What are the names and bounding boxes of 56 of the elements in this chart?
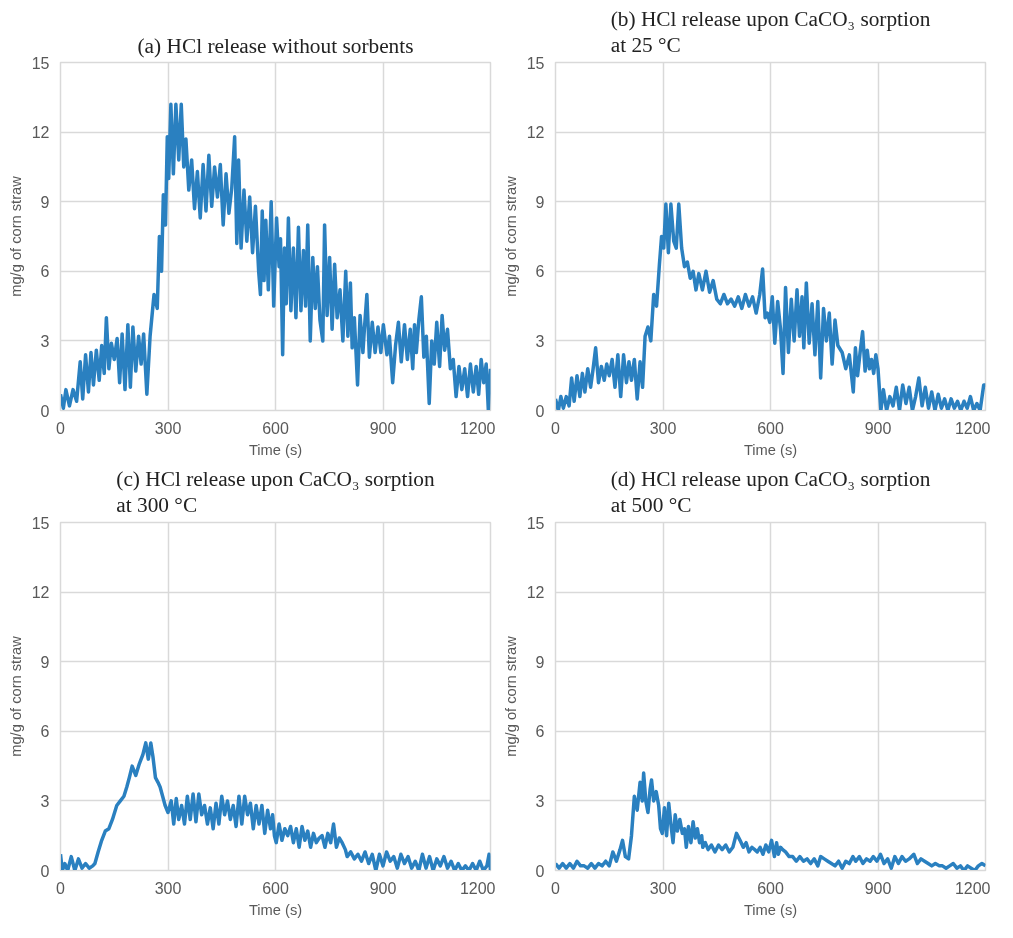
x-axis-title: Time (s) xyxy=(743,441,798,458)
x-tick-label: 900 xyxy=(369,879,397,897)
y-tick-label: 15 xyxy=(31,54,50,72)
y-tick-label: 3 xyxy=(535,792,545,810)
y-tick-label: 6 xyxy=(535,723,545,741)
x-tick-label: 300 xyxy=(649,879,677,897)
y-tick-label: 12 xyxy=(31,124,50,142)
chart-title: (a) HCl release without sorbents xyxy=(137,33,414,58)
y-tick-label: 15 xyxy=(526,54,545,72)
y-axis-title: mg/g of corn straw xyxy=(7,635,24,757)
y-tick-label: 9 xyxy=(535,193,545,211)
y-tick-label: 15 xyxy=(526,514,545,532)
x-tick-label: 900 xyxy=(864,419,892,437)
x-tick-label: 300 xyxy=(649,419,677,437)
y-tick-label: 6 xyxy=(40,263,50,281)
y-tick-label: 0 xyxy=(40,862,50,880)
y-tick-label: 12 xyxy=(31,584,50,602)
x-axis-title: Time (s) xyxy=(743,901,798,918)
chart-title: (b) HCl release upon CaCO₃ sorption at 25 °C xyxy=(610,7,931,58)
y-tick-label: 3 xyxy=(535,332,545,350)
x-tick-label: 0 xyxy=(551,419,561,437)
x-tick-label: 600 xyxy=(757,419,784,437)
y-axis-title: mg/g of corn straw xyxy=(502,635,519,757)
y-tick-label: 15 xyxy=(31,514,50,532)
y-tick-label: 12 xyxy=(526,124,545,142)
x-tick-label: 1200 xyxy=(954,419,991,437)
x-tick-label: 900 xyxy=(864,879,892,897)
x-tick-label: 1200 xyxy=(954,879,991,897)
y-tick-label: 0 xyxy=(535,862,545,880)
y-tick-label: 0 xyxy=(40,402,50,420)
chart-title: (c) HCl release upon CaCO₃ sorption at 300 °C xyxy=(116,467,436,518)
y-tick-label: 9 xyxy=(40,193,50,211)
y-axis-title: mg/g of corn straw xyxy=(502,175,519,297)
x-tick-label: 300 xyxy=(154,879,182,897)
y-tick-label: 12 xyxy=(526,584,545,602)
x-tick-label: 1200 xyxy=(459,879,496,897)
x-tick-label: 600 xyxy=(262,879,289,897)
x-tick-label: 1200 xyxy=(459,419,496,437)
x-tick-label: 600 xyxy=(757,879,784,897)
x-axis-title: Time (s) xyxy=(248,901,303,918)
x-tick-label: 900 xyxy=(369,419,397,437)
y-tick-label: 9 xyxy=(40,653,50,671)
y-tick-label: 3 xyxy=(40,792,50,810)
y-axis-title: mg/g of corn straw xyxy=(7,175,24,297)
y-tick-label: 9 xyxy=(535,653,545,671)
x-tick-label: 600 xyxy=(262,419,289,437)
y-tick-label: 3 xyxy=(40,332,50,350)
chart-title: (d) HCl release upon CaCO₃ sorption at 500 °C xyxy=(610,467,931,518)
y-tick-label: 6 xyxy=(40,723,50,741)
x-tick-label: 0 xyxy=(56,879,66,897)
y-tick-label: 0 xyxy=(535,402,545,420)
x-tick-label: 300 xyxy=(154,419,182,437)
y-tick-label: 6 xyxy=(535,263,545,281)
x-tick-label: 0 xyxy=(56,419,66,437)
x-axis-title: Time (s) xyxy=(248,441,303,458)
x-tick-label: 0 xyxy=(551,879,561,897)
